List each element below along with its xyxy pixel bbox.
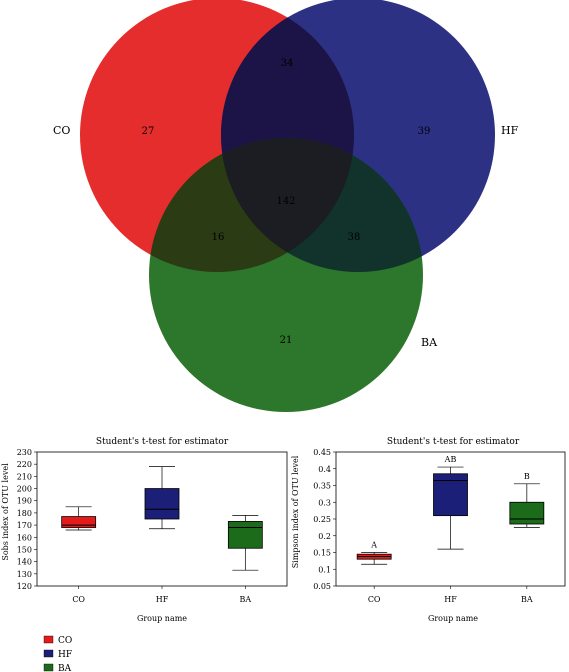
sobs-y-tick-label: 170 bbox=[17, 521, 32, 530]
sobs-y-tick-label: 150 bbox=[17, 545, 32, 554]
legend-swatch-hf bbox=[43, 649, 54, 658]
sobs-y-tick-label: 220 bbox=[17, 460, 32, 469]
sobs-boxplot: Student's t-test for estimator Sobs inde… bbox=[1, 437, 288, 623]
sobs-x-tick-label: HF bbox=[156, 595, 169, 604]
simpson-y-tick-label: 0.4 bbox=[318, 465, 331, 474]
sobs-y-tick-label: 200 bbox=[17, 485, 32, 494]
sobs-x-tick-label: CO bbox=[72, 595, 85, 604]
venn-count-co-ba: 16 bbox=[212, 232, 225, 243]
simpson-x-tick-label: CO bbox=[368, 595, 381, 604]
venn-set-label-ba: BA bbox=[421, 336, 438, 349]
simpson-x-tick-label: BA bbox=[521, 595, 533, 604]
sobs-y-axis-title: Sobs index of OTU level bbox=[1, 463, 10, 561]
venn-overlap-co-ba bbox=[149, 138, 354, 272]
simpson-y-tick-label: 0.45 bbox=[313, 448, 331, 457]
legend-swatch-co bbox=[43, 635, 54, 644]
legend-label-hf: HF bbox=[58, 650, 72, 660]
sobs-y-tick-label: 210 bbox=[17, 472, 32, 481]
venn-diagram: CO HF BA 27 39 21 34 16 38 142 bbox=[53, 0, 519, 412]
sobs-y-tick-label: 160 bbox=[17, 533, 32, 542]
venn-count-hf-ba: 38 bbox=[348, 232, 361, 243]
venn-set-label-hf: HF bbox=[501, 124, 519, 137]
simpson-y-tick-label: 0.1 bbox=[318, 565, 331, 574]
sobs-y-tick-label: 120 bbox=[17, 582, 32, 591]
legend-swatch-ba bbox=[43, 663, 54, 672]
simpson-box-ba bbox=[509, 501, 545, 525]
simpson-y-tick-label: 0.3 bbox=[318, 498, 331, 507]
legend-label-co: CO bbox=[58, 636, 72, 646]
sobs-chart-title: Student's t-test for estimator bbox=[96, 437, 229, 447]
sobs-x-axis-title: Group name bbox=[137, 614, 187, 623]
simpson-significance-letter-hf: AB bbox=[444, 455, 457, 464]
sobs-y-tick-label: 130 bbox=[17, 570, 32, 579]
sobs-box-co bbox=[61, 516, 97, 528]
simpson-y-tick-label: 0.05 bbox=[313, 582, 331, 591]
sobs-y-tick-label: 190 bbox=[17, 497, 32, 506]
simpson-x-axis-title: Group name bbox=[428, 614, 478, 623]
sobs-y-tick-label: 230 bbox=[17, 448, 32, 457]
legend: CO HF BA bbox=[43, 635, 72, 672]
simpson-significance-letter-ba: B bbox=[524, 472, 530, 481]
simpson-y-tick-label: 0.25 bbox=[313, 515, 331, 524]
sobs-y-tick-label: 180 bbox=[17, 509, 32, 518]
venn-count-co: 27 bbox=[142, 126, 155, 137]
sobs-box-ba bbox=[227, 521, 263, 549]
venn-count-ba: 21 bbox=[280, 335, 293, 346]
sobs-box-hf bbox=[144, 488, 180, 520]
sobs-y-tick-label: 140 bbox=[17, 558, 32, 567]
simpson-y-tick-label: 0.15 bbox=[313, 549, 331, 558]
simpson-y-tick-label: 0.2 bbox=[318, 532, 331, 541]
venn-overlap-hf-ba bbox=[221, 138, 423, 272]
simpson-y-axis-title: Simpson index of OTU level bbox=[291, 455, 300, 568]
simpson-boxplot: Student's t-test for estimator Simpson i… bbox=[291, 437, 566, 623]
venn-count-all: 142 bbox=[276, 196, 295, 207]
venn-count-co-hf: 34 bbox=[281, 58, 294, 69]
venn-set-label-co: CO bbox=[53, 124, 70, 137]
sobs-x-tick-label: BA bbox=[240, 595, 252, 604]
simpson-chart-title: Student's t-test for estimator bbox=[387, 437, 520, 447]
simpson-significance-letter-co: A bbox=[370, 541, 377, 550]
simpson-x-tick-label: HF bbox=[444, 595, 457, 604]
simpson-y-tick-label: 0.35 bbox=[313, 482, 331, 491]
venn-count-hf: 39 bbox=[418, 126, 431, 137]
legend-label-ba: BA bbox=[58, 664, 72, 672]
